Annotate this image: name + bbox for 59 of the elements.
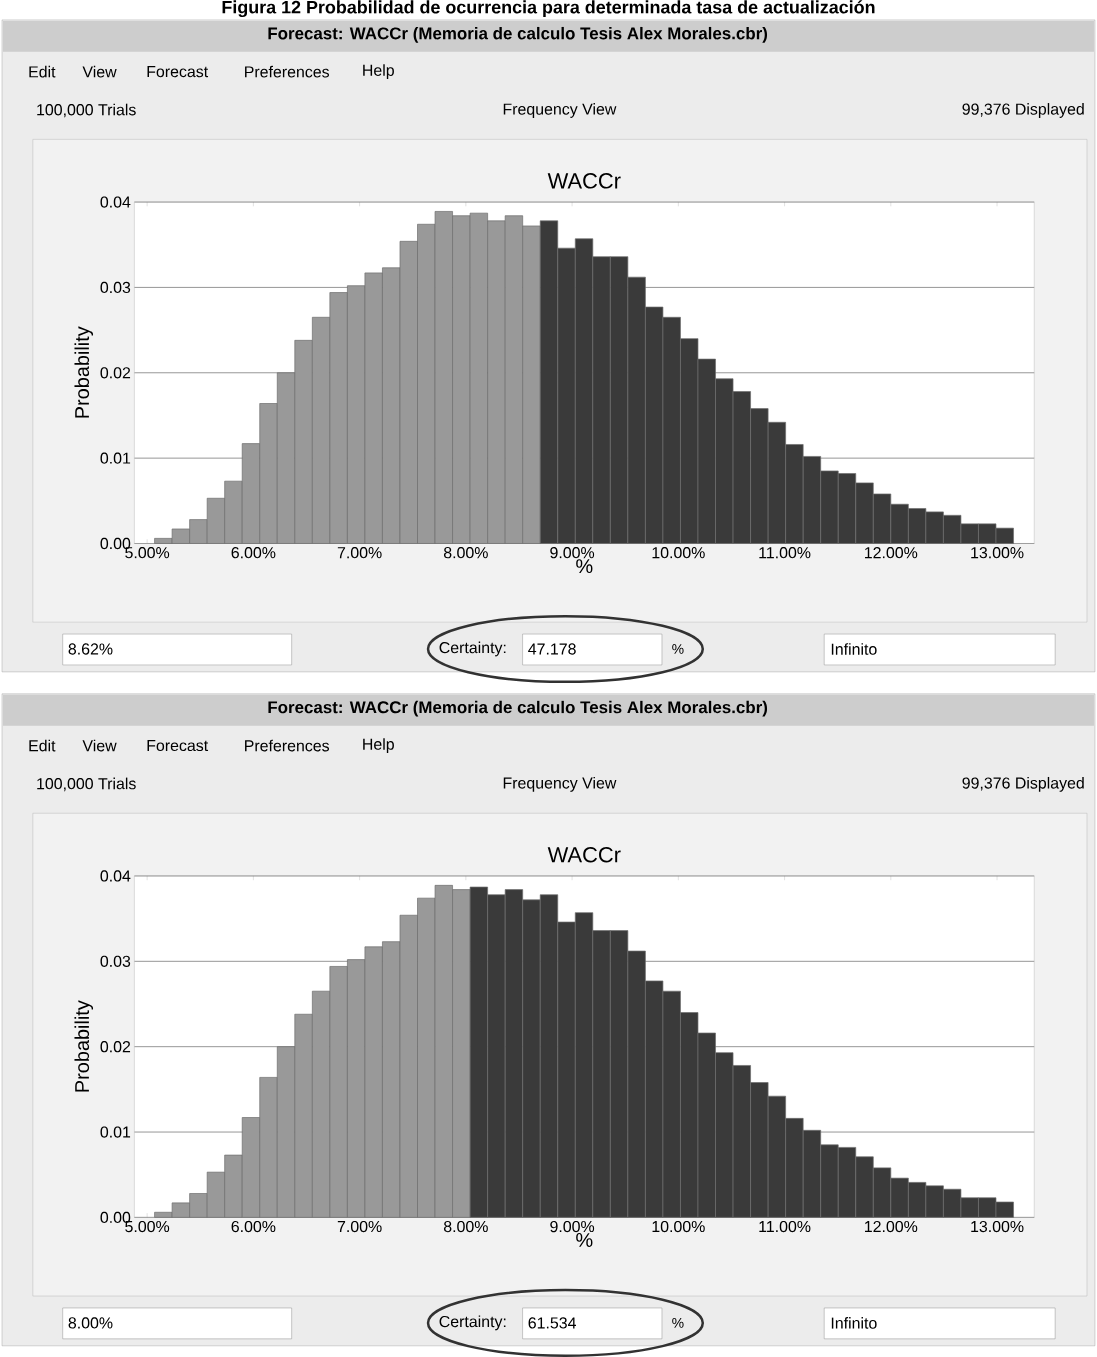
x-tick-label: 6.00% <box>231 547 276 559</box>
text: Help <box>363 64 394 80</box>
x-tick-label: 11.00% <box>759 1220 811 1233</box>
x-axis-title: % <box>576 559 593 574</box>
text: 61.534 <box>528 1317 577 1329</box>
x-tick-label: 10.00% <box>652 547 705 559</box>
text: Infinito <box>831 1317 877 1329</box>
x-tick-label: 7.00% <box>337 1220 382 1233</box>
x-tick-label: 13.00% <box>971 547 1024 559</box>
y-tick-label: 0.01 <box>100 1126 131 1138</box>
text: Help <box>363 738 394 753</box>
text: 8.00% <box>68 1317 113 1329</box>
text: 100,000 Trials <box>37 777 136 792</box>
x-tick-label: 9.00% <box>550 547 595 559</box>
y-tick-label: 0.02 <box>100 367 131 379</box>
y-tick-label: 0.03 <box>100 955 131 967</box>
text: 47.178 <box>528 643 576 655</box>
text: Figura 12 Probabilidad de ocurrencia para determinada tasa de actualización <box>222 0 875 18</box>
text: % <box>672 1318 684 1328</box>
text: Infinito <box>831 643 877 655</box>
x-tick-label: 8.00% <box>443 547 488 559</box>
y-tick-label: 0.03 <box>100 281 131 294</box>
x-tick-label: 6.00% <box>231 1220 276 1233</box>
text: Edit <box>29 65 56 78</box>
text: 99,376 Displayed <box>962 776 1084 792</box>
x-tick-label: 11.00% <box>759 547 811 559</box>
x-tick-label: 8.00% <box>443 1220 488 1233</box>
text: Forecast <box>147 66 209 78</box>
x-tick-label: 12.00% <box>865 1220 918 1233</box>
text: 99,376 Displayed <box>962 103 1084 118</box>
x-axis-title: % <box>576 1233 593 1247</box>
y-tick-label: 0.04 <box>100 196 131 208</box>
y-tick-label: 0.02 <box>100 1041 131 1053</box>
y-axis-title: Probability <box>74 326 94 418</box>
text: % <box>672 644 684 654</box>
y-tick-label: 0.04 <box>100 870 131 882</box>
x-tick-label: 7.00% <box>337 547 382 559</box>
text: Forecast: WACCr (Memoria de calculo Tesis Alex Morales.cbr) <box>268 26 768 43</box>
x-tick-label: 12.00% <box>865 547 918 559</box>
text: 100,000 Trials <box>37 103 136 118</box>
text: Edit <box>29 739 56 752</box>
text: View <box>82 739 117 752</box>
text: View <box>82 65 117 78</box>
text: Preferences <box>245 739 330 752</box>
text: Preferences <box>245 65 330 78</box>
x-tick-label: 10.00% <box>652 1220 705 1233</box>
text: Frequency View <box>503 103 617 118</box>
chart-title: WACCr <box>547 173 621 189</box>
text: Frequency View <box>503 776 617 792</box>
text: 8.62% <box>68 643 113 655</box>
text: Forecast: WACCr (Memoria de calculo Tesis Alex Morales.cbr) <box>268 700 768 717</box>
y-tick-label: 0.01 <box>100 452 131 464</box>
x-tick-label: 13.00% <box>971 1220 1024 1233</box>
text: Forecast <box>147 740 209 752</box>
chart-title: WACCr <box>547 846 621 863</box>
text: Certainty: <box>439 1315 506 1331</box>
x-tick-label: 9.00% <box>550 1220 595 1233</box>
y-axis-title: Probability <box>74 1000 94 1092</box>
text: Certainty: <box>439 641 506 657</box>
